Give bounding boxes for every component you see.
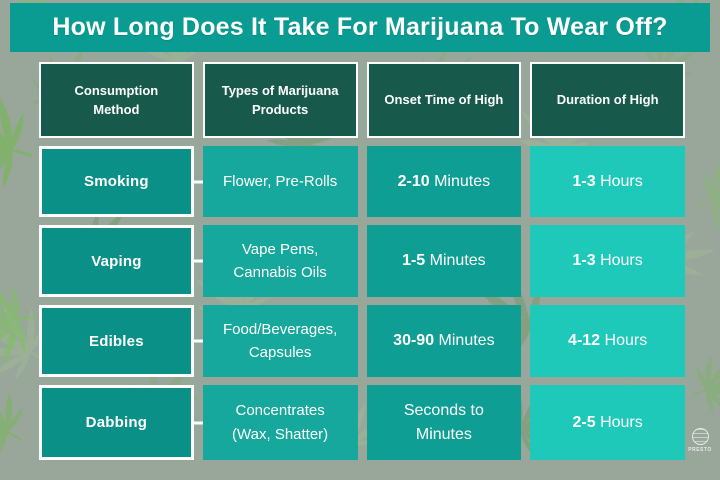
column-header-onset-time: Onset Time of High [366, 62, 522, 138]
row-connector-line [190, 259, 203, 263]
table-cell-products-edibles: Food/Beverages, Capsules [202, 305, 358, 377]
onset-label: 2-10 Minutes [398, 170, 491, 193]
comparison-table: Consumption Method Types of Marijuana Pr… [39, 62, 685, 460]
column-header-label: Onset Time of High [384, 92, 504, 108]
table-cell-products-smoking: Flower, Pre-Rolls [202, 146, 358, 217]
duration-unit: Hours [595, 252, 643, 269]
onset-unit: Minutes [425, 252, 486, 270]
onset-label: 1-5 Minutes [402, 249, 486, 272]
column-header-label: Types of Marijuana Products [221, 82, 339, 118]
method-label: Smoking [84, 173, 149, 190]
duration-label: 1-3 Hours [573, 252, 643, 270]
row-connector-line [190, 339, 203, 343]
column-header-product-types: Types of Marijuana Products [202, 62, 358, 138]
watermark-badge-icon [691, 428, 709, 445]
title-bar: How Long Does It Take For Marijuana To W… [10, 3, 710, 52]
duration-unit: Hours [595, 413, 643, 431]
onset-label: Seconds to Minutes [404, 399, 484, 445]
table-cell-onset-vaping: 1-5 Minutes [366, 225, 522, 297]
row-connector-line [190, 421, 203, 424]
duration-label: 2-5 Hours [573, 414, 643, 432]
onset-unit: Seconds to Minutes [403, 402, 484, 443]
column-header-consumption-method: Consumption Method [39, 62, 194, 138]
table-cell-onset-smoking: 2-10 Minutes [366, 146, 522, 217]
products-label: Vape Pens, Cannabis Oils [233, 240, 327, 281]
watermark-label: PRESTO [688, 447, 712, 453]
table-cell-products-dabbing: Concentrates (Wax, Shatter) [202, 385, 358, 460]
onset-label: 30-90 Minutes [393, 329, 494, 352]
duration-value: 1-3 [572, 252, 596, 269]
duration-unit: Hours [600, 332, 648, 349]
onset-value: 2-10 [397, 172, 430, 190]
table-cell-onset-edibles: 30-90 Minutes [366, 305, 522, 377]
page-title: How Long Does It Take For Marijuana To W… [52, 13, 668, 41]
duration-value: 4-12 [568, 332, 601, 349]
table-cell-method-smoking: Smoking [39, 146, 203, 217]
column-header-duration: Duration of High [530, 62, 685, 138]
table-cell-duration-edibles: 4-12 Hours [530, 305, 685, 377]
table-cell-onset-dabbing: Seconds to Minutes [366, 385, 522, 460]
duration-value: 2-5 [572, 413, 596, 431]
method-label: Dabbing [85, 414, 148, 431]
onset-unit: Minutes [434, 332, 495, 350]
duration-unit: Hours [595, 172, 643, 190]
onset-value: 1-5 [402, 252, 426, 270]
method-label: Vaping [91, 252, 142, 270]
table-cell-products-vaping: Vape Pens, Cannabis Oils [202, 225, 358, 297]
products-label: Food/Beverages, Capsules [223, 320, 338, 361]
duration-value: 1-3 [572, 172, 596, 190]
column-header-label: Consumption Method [74, 82, 159, 118]
products-label: Concentrates (Wax, Shatter) [232, 402, 329, 443]
table-cell-duration-vaping: 1-3 Hours [530, 225, 685, 297]
row-connector-line [190, 180, 203, 183]
table-cell-duration-dabbing: 2-5 Hours [530, 385, 685, 460]
table-cell-method-vaping: Vaping [39, 225, 203, 297]
products-label: Flower, Pre-Rolls [223, 172, 338, 190]
table-cell-method-edibles: Edibles [39, 305, 203, 377]
onset-unit: Minutes [429, 172, 491, 190]
table-cell-duration-smoking: 1-3 Hours [530, 146, 685, 217]
duration-label: 4-12 Hours [568, 332, 647, 350]
duration-label: 1-3 Hours [573, 173, 643, 191]
table-cell-method-dabbing: Dabbing [39, 385, 203, 460]
onset-value: 30-90 [393, 332, 435, 350]
column-header-label: Duration of High [556, 92, 659, 108]
method-label: Edibles [89, 332, 144, 350]
publisher-watermark: PRESTO [684, 428, 716, 453]
